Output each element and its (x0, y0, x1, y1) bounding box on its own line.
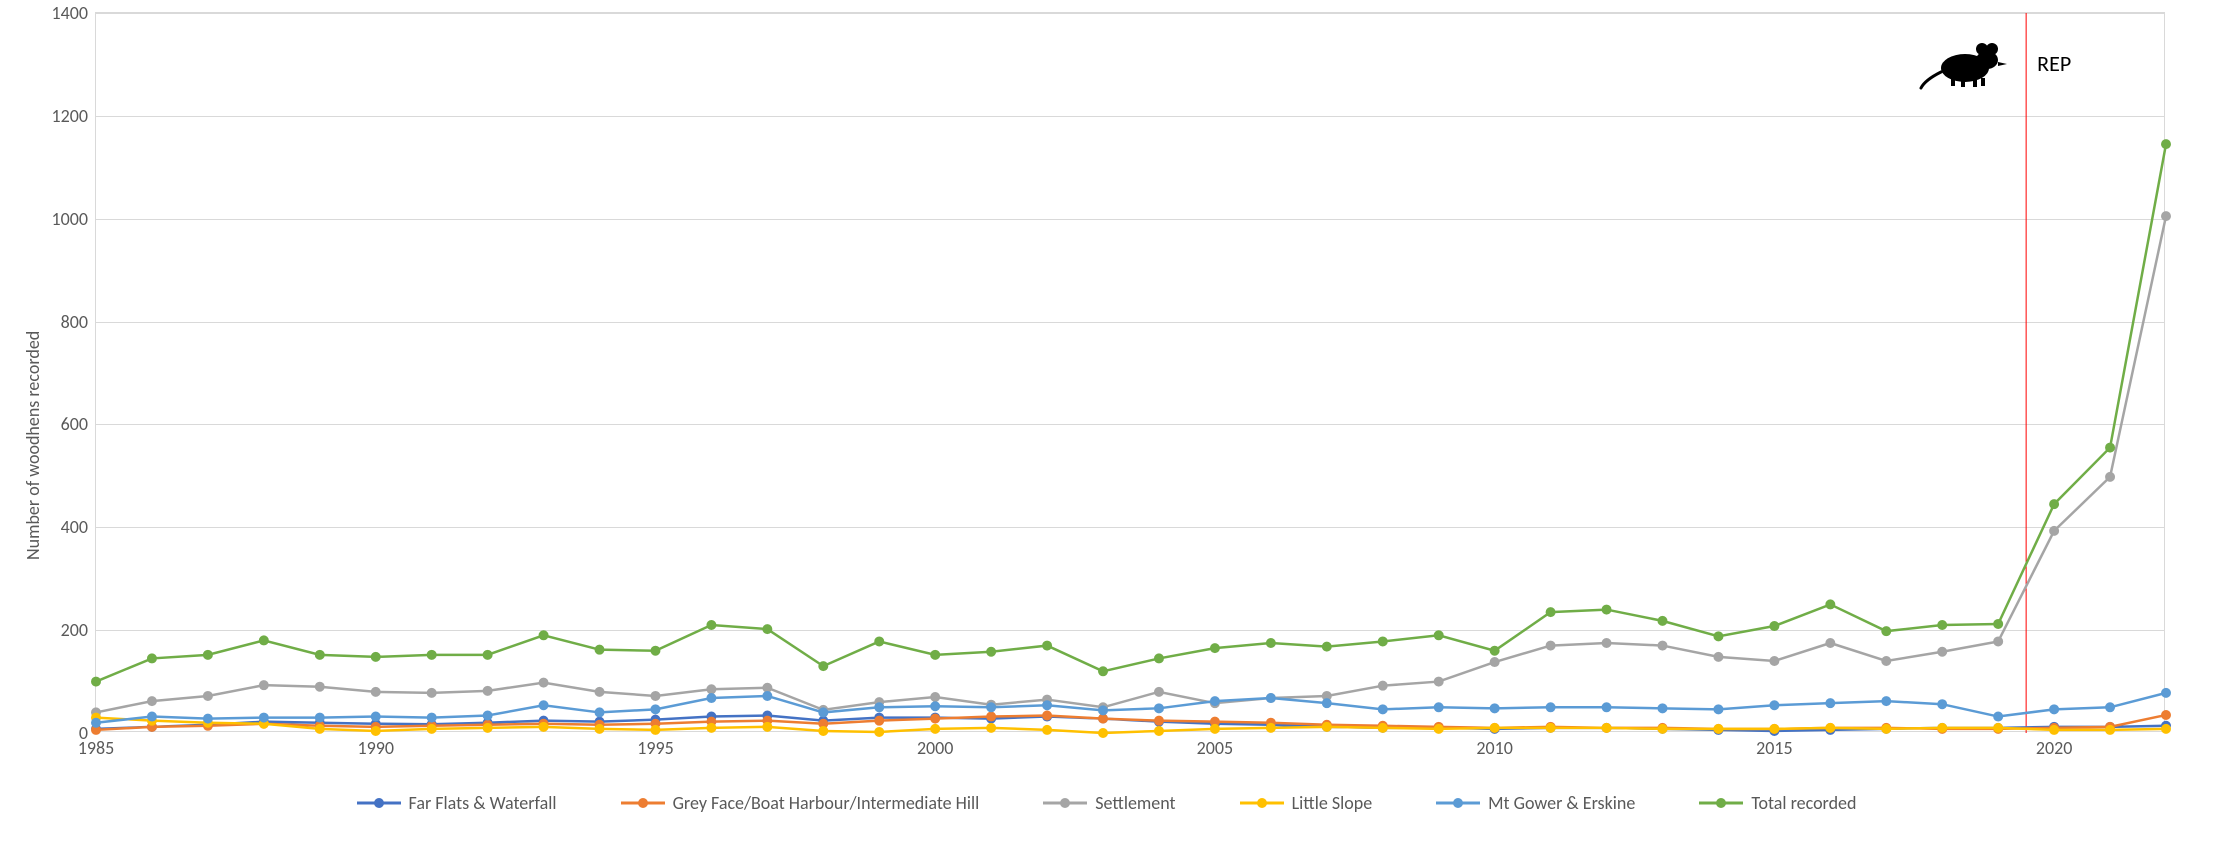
y-tick-label: 1400 (52, 2, 97, 24)
legend-label: Settlement (1095, 792, 1175, 814)
legend-item: Grey Face/Boat Harbour/Intermediate Hill (621, 792, 980, 814)
x-tick-label: 2000 (917, 731, 954, 759)
y-axis-title: Number of woodhens recorded (22, 331, 44, 560)
legend-swatch (1240, 796, 1284, 810)
y-tick-label: 800 (61, 311, 96, 333)
legend-swatch (1436, 796, 1480, 810)
legend-swatch (357, 796, 401, 810)
legend-item: Little Slope (1240, 792, 1373, 814)
plot-area: 0200400600800100012001400198519901995200… (95, 12, 2165, 732)
chart-container: Number of woodhens recorded 020040060080… (0, 0, 2213, 847)
series-svg (96, 13, 2166, 733)
y-tick-label: 600 (61, 413, 96, 435)
y-tick-label: 400 (61, 516, 96, 538)
legend-item: Far Flats & Waterfall (357, 792, 557, 814)
legend-item: Settlement (1043, 792, 1175, 814)
legend-label: Little Slope (1292, 792, 1373, 814)
x-tick-label: 1995 (637, 731, 674, 759)
legend-label: Mt Gower & Erskine (1488, 792, 1635, 814)
y-tick-label: 1200 (52, 105, 97, 127)
legend-item: Mt Gower & Erskine (1436, 792, 1635, 814)
legend-swatch (621, 796, 665, 810)
x-tick-label: 2010 (1476, 731, 1513, 759)
legend: Far Flats & Waterfall Grey Face/Boat Harb… (0, 792, 2213, 814)
legend-item: Total recorded (1699, 792, 1856, 814)
series-settlement (92, 212, 2171, 717)
legend-label: Grey Face/Boat Harbour/Intermediate Hill (673, 792, 980, 814)
y-tick-label: 1000 (52, 208, 97, 230)
x-tick-label: 2005 (1197, 731, 1234, 759)
x-tick-label: 2020 (2036, 731, 2073, 759)
legend-swatch (1043, 796, 1087, 810)
legend-label: Far Flats & Waterfall (409, 792, 557, 814)
x-tick-label: 1985 (78, 731, 115, 759)
rep-annotation-label: REP (2037, 50, 2071, 77)
legend-swatch (1699, 796, 1743, 810)
y-tick-label: 200 (61, 619, 96, 641)
legend-label: Total recorded (1751, 792, 1856, 814)
series-total-recorded (92, 140, 2171, 686)
